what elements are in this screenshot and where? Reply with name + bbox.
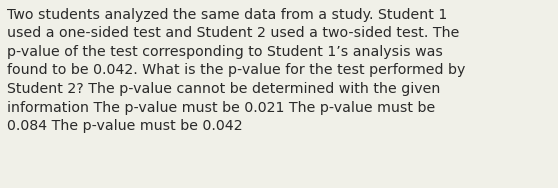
Text: Two students analyzed the same data from a study. Student 1
used a one-sided tes: Two students analyzed the same data from…	[7, 8, 465, 133]
